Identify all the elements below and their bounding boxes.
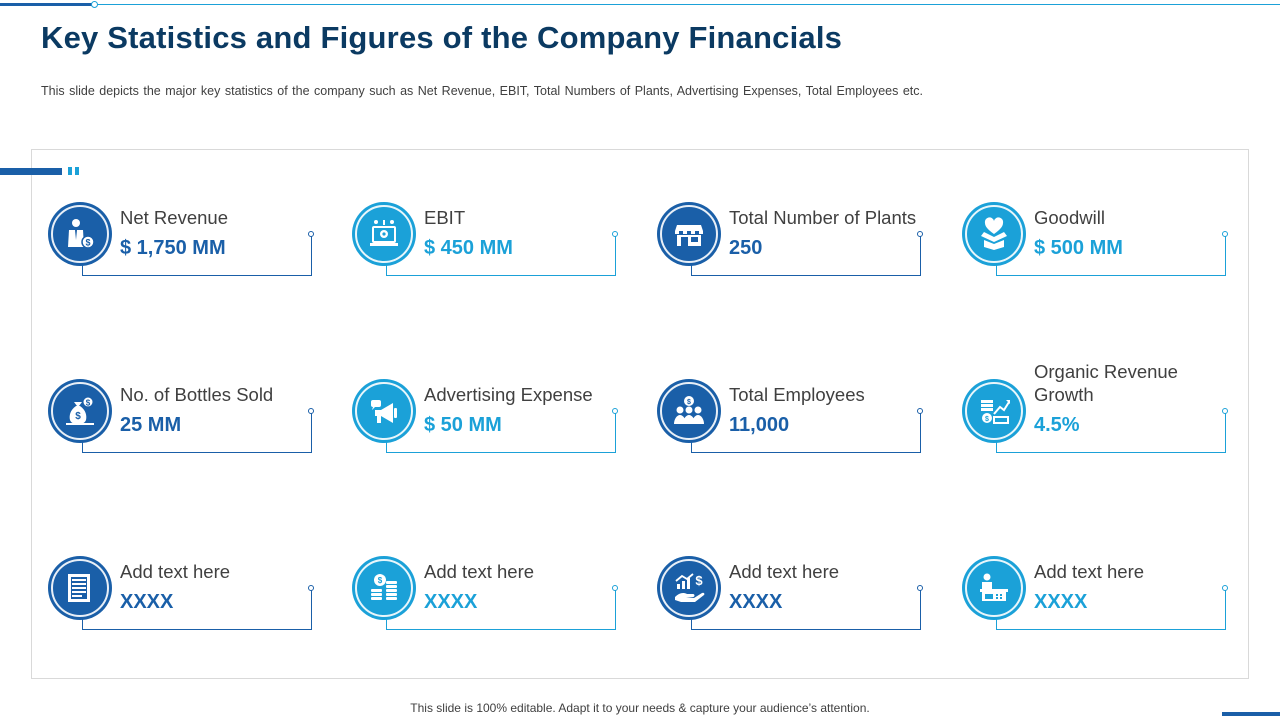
card-bracket xyxy=(691,588,921,630)
stat-label: No. of Bottles Sold xyxy=(120,384,274,405)
document-icon xyxy=(48,556,112,620)
content-frame xyxy=(31,149,1249,679)
stat-card-ebit: EBIT $ 450 MM xyxy=(352,202,622,282)
card-bracket-dot xyxy=(917,231,923,237)
stat-value: XXXX xyxy=(1034,591,1088,613)
card-bracket-dot xyxy=(1222,408,1228,414)
card-bracket-dot xyxy=(308,408,314,414)
stat-card-bottles-sold: $ $ No. of Bottles Sold 25 MM xyxy=(48,379,318,459)
stat-label: EBIT xyxy=(424,207,466,228)
decorative-square xyxy=(68,167,72,175)
svg-text:$: $ xyxy=(378,576,383,585)
stat-value: XXXX xyxy=(424,591,478,613)
coin-stacks-icon: $ xyxy=(352,556,416,620)
laptop-gear-icon xyxy=(352,202,416,266)
card-bracket xyxy=(82,411,312,453)
card-bracket xyxy=(691,234,921,276)
stat-label: Total Employees xyxy=(729,384,865,405)
stat-value: 4.5% xyxy=(1034,414,1080,436)
stat-value: $ 500 MM xyxy=(1034,237,1123,259)
svg-text:$: $ xyxy=(85,238,90,248)
card-bracket-dot xyxy=(612,408,618,414)
stat-value: $ 450 MM xyxy=(424,237,513,259)
page-subtitle: This slide depicts the major key statist… xyxy=(41,84,923,98)
top-accent-dot xyxy=(91,1,98,8)
stat-card-placeholder-3: $ Add text here XXXX xyxy=(657,556,927,636)
svg-text:$: $ xyxy=(687,399,691,406)
decorative-bar xyxy=(0,168,62,175)
megaphone-icon xyxy=(352,379,416,443)
stat-label: Net Revenue xyxy=(120,207,228,228)
stat-card-total-employees: $ Total Employees 11,000 xyxy=(657,379,927,459)
bottom-accent-bar xyxy=(1222,712,1280,716)
heart-box-icon xyxy=(962,202,1026,266)
stat-card-placeholder-4: Add text here XXXX xyxy=(962,556,1232,636)
stat-value: XXXX xyxy=(729,591,783,613)
stat-label: Add text here xyxy=(729,561,840,582)
card-bracket xyxy=(691,411,921,453)
stat-label: Add text here xyxy=(424,561,535,582)
hand-chart-icon: $ xyxy=(657,556,721,620)
stat-value: $ 1,750 MM xyxy=(120,237,226,259)
stat-card-total-plants: Total Number of Plants 250 xyxy=(657,202,927,282)
stat-label: Add text here xyxy=(1034,561,1145,582)
stat-card-placeholder-1: Add text here XXXX xyxy=(48,556,318,636)
svg-text:$: $ xyxy=(75,411,81,422)
businessman-money-icon: $ xyxy=(48,202,112,266)
stat-label: Goodwill xyxy=(1034,207,1105,228)
stat-card-advertising: Advertising Expense $ 50 MM xyxy=(352,379,622,459)
card-bracket-dot xyxy=(308,585,314,591)
svg-text:$: $ xyxy=(985,416,989,423)
page-title: Key Statistics and Figures of the Compan… xyxy=(41,20,843,55)
card-bracket xyxy=(386,588,616,630)
stat-value: $ 50 MM xyxy=(424,414,502,436)
card-bracket-dot xyxy=(612,231,618,237)
stat-card-organic-growth: $ Organic Revenue Growth 4.5% xyxy=(962,361,1232,459)
card-bracket-dot xyxy=(1222,231,1228,237)
stat-value: 25 MM xyxy=(120,414,182,436)
stat-label: Add text here xyxy=(120,561,231,582)
card-bracket-dot xyxy=(612,585,618,591)
stat-card-placeholder-2: $ Add text here XXXX xyxy=(352,556,622,636)
stat-card-goodwill: Goodwill $ 500 MM xyxy=(962,202,1232,282)
card-bracket xyxy=(82,588,312,630)
card-bracket-dot xyxy=(308,231,314,237)
top-rule xyxy=(0,4,1280,5)
card-bracket xyxy=(996,588,1226,630)
stat-label: Advertising Expense xyxy=(424,384,593,405)
stat-label: Organic Revenue Growth xyxy=(1034,361,1178,405)
team-icon: $ xyxy=(657,379,721,443)
card-bracket xyxy=(996,411,1226,453)
top-accent-bar xyxy=(0,3,94,6)
growth-chart-icon: $ xyxy=(962,379,1026,443)
svg-text:$: $ xyxy=(695,573,703,588)
stat-card-net-revenue: $ Net Revenue $ 1,750 MM xyxy=(48,202,318,282)
svg-text:$: $ xyxy=(86,399,91,408)
card-bracket-dot xyxy=(1222,585,1228,591)
desk-person-icon xyxy=(962,556,1026,620)
store-icon xyxy=(657,202,721,266)
stat-value: XXXX xyxy=(120,591,174,613)
stat-value: 11,000 xyxy=(729,414,790,436)
card-bracket-dot xyxy=(917,585,923,591)
stat-label: Total Number of Plants xyxy=(729,207,917,228)
stat-value: 250 xyxy=(729,237,763,259)
footer-note: This slide is 100% editable. Adapt it to… xyxy=(410,701,870,715)
money-bag-icon: $ $ xyxy=(48,379,112,443)
card-bracket-dot xyxy=(917,408,923,414)
decorative-square xyxy=(75,167,79,175)
